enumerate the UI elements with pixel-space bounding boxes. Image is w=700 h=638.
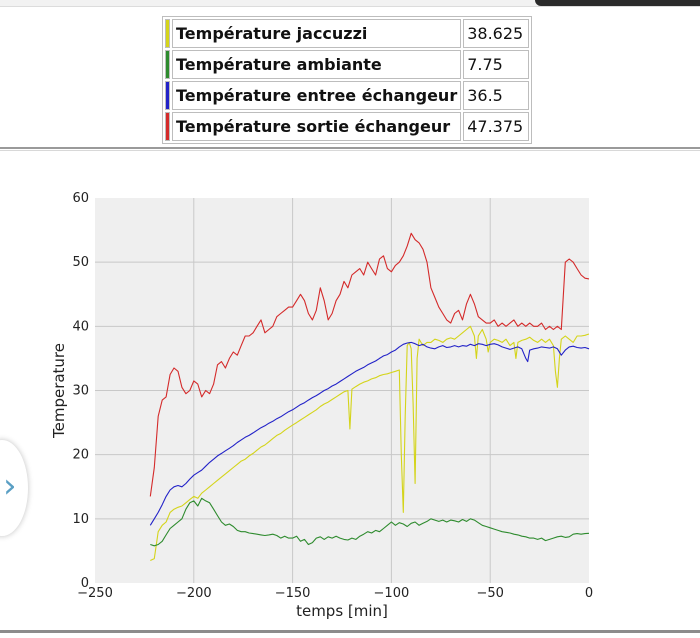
legend-series-name: Température jaccuzzi xyxy=(172,19,462,48)
y-tick-label: 0 xyxy=(81,576,89,591)
series-line-2 xyxy=(149,341,590,526)
legend-series-value: 36.5 xyxy=(463,81,530,110)
legend-row: Température entree échangeur 36.5 xyxy=(165,81,530,110)
x-tick-label: −150 xyxy=(275,586,311,601)
separator-top xyxy=(0,147,700,149)
legend-series-value: 7.75 xyxy=(463,50,530,79)
y-tick-label: 10 xyxy=(72,512,89,527)
browser-top-band xyxy=(0,0,700,7)
y-tick-label: 40 xyxy=(72,319,89,334)
legend-series-name: Température ambiante xyxy=(172,50,462,79)
y-tick-label: 30 xyxy=(72,384,89,399)
legend-swatch xyxy=(165,81,170,110)
legend-row: Température jaccuzzi 38.625 xyxy=(165,19,530,48)
legend-table: Température jaccuzzi 38.625 Température am… xyxy=(162,16,533,144)
x-tick-label: 0 xyxy=(585,586,593,601)
series-line-3 xyxy=(150,497,590,547)
legend-series-value: 38.625 xyxy=(463,19,530,48)
legend-swatch xyxy=(165,50,170,79)
chevron-right-icon[interactable]: › xyxy=(3,466,17,506)
series-line-0 xyxy=(149,232,590,497)
legend-swatch xyxy=(165,19,170,48)
series-line-1 xyxy=(150,325,590,561)
y-axis-label: Temperature xyxy=(50,343,68,439)
separator-bottom xyxy=(0,630,700,633)
legend-row: Température sortie échangeur 47.375 xyxy=(165,112,530,141)
x-tick-label: −50 xyxy=(476,586,503,601)
y-tick-label: 60 xyxy=(72,191,89,206)
x-tick-label: −200 xyxy=(176,586,212,601)
x-axis-label: temps [min] xyxy=(296,602,388,620)
legend-series-name: Température sortie échangeur xyxy=(172,112,462,141)
y-tick-label: 20 xyxy=(72,448,89,463)
x-tick-label: −100 xyxy=(374,586,410,601)
x-tick-label: −250 xyxy=(77,586,113,601)
legend-swatch xyxy=(165,112,170,141)
separator-top-light xyxy=(0,150,700,151)
top-tab-bar xyxy=(535,0,700,6)
legend-series-name: Température entree échangeur xyxy=(172,81,462,110)
legend-series-value: 47.375 xyxy=(463,112,530,141)
y-tick-label: 50 xyxy=(72,255,89,270)
legend-row: Température ambiante 7.75 xyxy=(165,50,530,79)
